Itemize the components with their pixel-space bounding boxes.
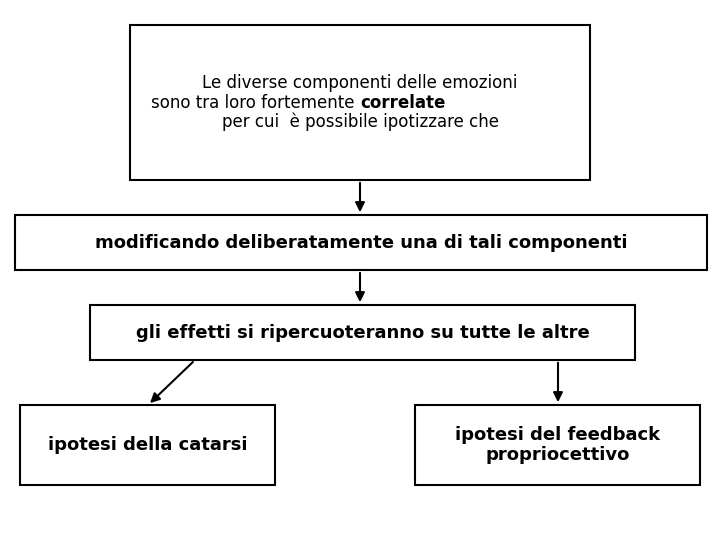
Text: propriocettivo: propriocettivo — [485, 447, 630, 464]
Bar — [130, 25, 590, 180]
Bar — [15, 215, 707, 270]
Text: per cui  è possibile ipotizzare che: per cui è possibile ipotizzare che — [222, 112, 498, 131]
Bar — [90, 305, 635, 360]
Text: ipotesi del feedback: ipotesi del feedback — [455, 426, 660, 443]
Bar — [20, 405, 275, 485]
Text: sono tra loro fortemente: sono tra loro fortemente — [151, 93, 360, 111]
Text: gli effetti si ripercuoteranno su tutte le altre: gli effetti si ripercuoteranno su tutte … — [135, 323, 590, 341]
Bar — [415, 405, 700, 485]
Text: Le diverse componenti delle emozioni: Le diverse componenti delle emozioni — [202, 75, 518, 92]
Text: correlate: correlate — [360, 93, 446, 111]
Text: ipotesi della catarsi: ipotesi della catarsi — [48, 436, 247, 454]
Text: modificando deliberatamente una di tali componenti: modificando deliberatamente una di tali … — [95, 233, 627, 252]
